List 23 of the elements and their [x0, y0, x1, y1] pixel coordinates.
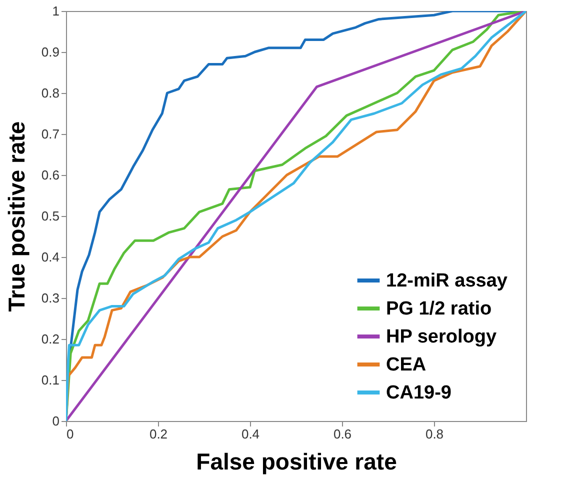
y-axis-title: True positive rate — [3, 121, 30, 312]
y-tick-label: 0.3 — [41, 290, 60, 306]
y-tick-label: 0.2 — [41, 332, 60, 346]
legend-label: CA19-9 — [386, 382, 452, 404]
y-tick-label: 0.1 — [41, 372, 60, 388]
legend-label: 12-miR assay — [386, 270, 508, 292]
y-tick-label: 0.7 — [41, 126, 60, 142]
y-tick-label: 0.5 — [41, 208, 60, 224]
legend-label: PG 1/2 ratio — [386, 298, 492, 320]
y-tick-label: 0.4 — [41, 250, 60, 264]
x-tick-label: 0.4 — [241, 426, 260, 442]
x-axis-title: False positive rate — [196, 448, 397, 474]
y-tick-label: 0.8 — [41, 86, 60, 100]
legend-label: CEA — [386, 354, 426, 376]
y-tick-label: 0.9 — [41, 44, 60, 60]
y-tick-label: 1 — [52, 4, 60, 18]
y-tick-label: 0 — [52, 414, 60, 428]
x-tick-label: 0.8 — [425, 426, 444, 442]
legend-label: HP serology — [386, 326, 497, 348]
x-tick-label: 0 — [66, 426, 74, 442]
x-tick-label: 0.2 — [149, 426, 168, 442]
x-tick-label: 0.6 — [333, 426, 352, 442]
y-tick-label: 0.6 — [41, 168, 60, 182]
